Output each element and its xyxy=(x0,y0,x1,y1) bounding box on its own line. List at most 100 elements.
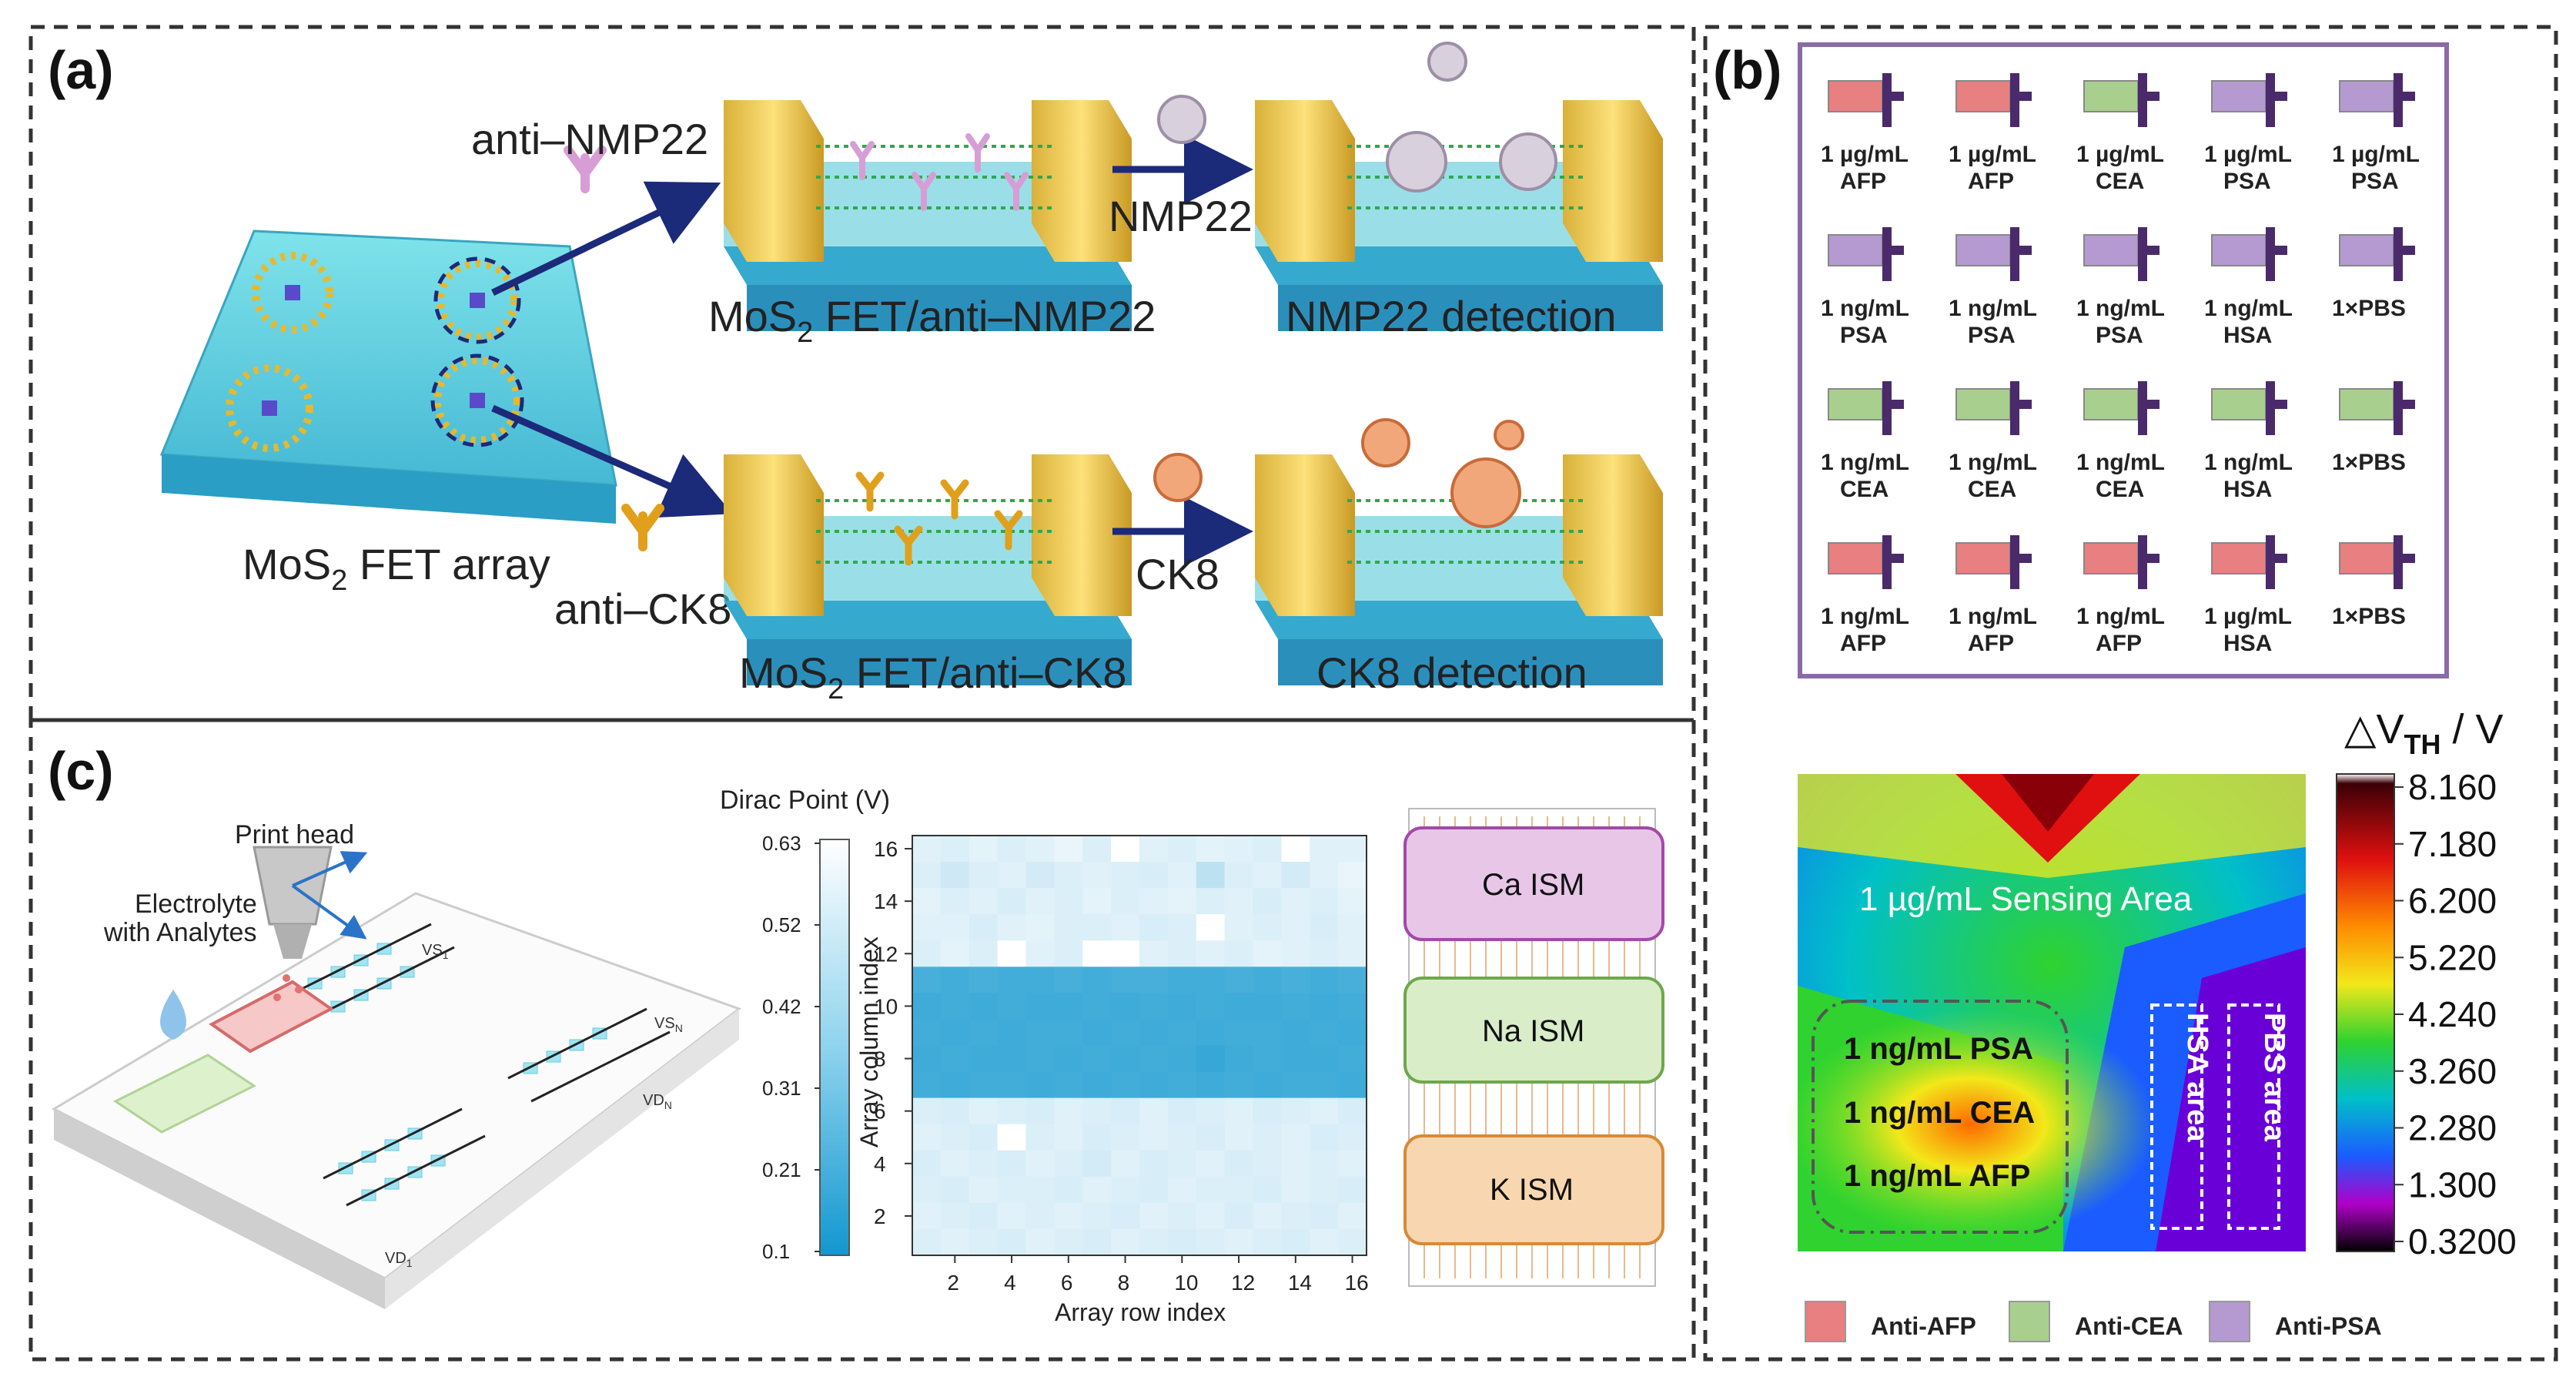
dirac-heatmap-cell xyxy=(1054,940,1083,967)
dirac-heatmap-cell xyxy=(1224,914,1253,941)
colorbar-tick-label: 0.3200 xyxy=(2408,1221,2517,1261)
dirac-heatmap-cell xyxy=(1310,1071,1339,1099)
sensor-cell-concentration: 1×PBS xyxy=(2332,296,2406,321)
dirac-heatmap-cell xyxy=(1310,914,1339,941)
dirac-heatmap-cell xyxy=(969,1202,999,1230)
sensor-cell-target: HSA xyxy=(2223,631,2272,656)
sensor-cell-target: CEA xyxy=(1840,477,1889,502)
dirac-heatmap-cell xyxy=(1281,888,1310,915)
electrolyte-droplet-icon xyxy=(160,990,186,1040)
dirac-heatmap-cell xyxy=(912,1202,942,1230)
dirac-heatmap-cell xyxy=(1025,1071,1055,1099)
dirac-heatmap-cell xyxy=(1111,836,1140,863)
dirac-heatmap-cell xyxy=(1054,993,1083,1020)
dirac-heatmap-cell xyxy=(1338,836,1367,863)
sensor-cell-target: CEA xyxy=(1968,477,2016,502)
fet-ck8-label: MoS2 FET/anti–CK8 xyxy=(739,648,1127,705)
sensor-cell-concentration: 1 µg/mL xyxy=(2204,142,2292,167)
sensor-cell-concentration: 1 ng/mL xyxy=(2204,296,2293,321)
dirac-heatmap-cell xyxy=(1196,967,1226,993)
dirac-heatmap-cell xyxy=(997,940,1026,967)
dirac-heatmap-cell xyxy=(1167,1228,1197,1256)
dirac-heatmap-cell xyxy=(969,1124,999,1151)
anti-nmp22-label: anti–NMP22 xyxy=(471,115,708,163)
sensor-cell-target: AFP xyxy=(1840,631,1886,656)
dirac-heatmap-cell xyxy=(1054,1071,1083,1099)
colorbar-tick-label: 8.160 xyxy=(2408,767,2497,807)
antibody-legend: Anti-AFP Anti-CEA Anti-PSA xyxy=(1805,1301,2382,1342)
dirac-heatmap-cell xyxy=(1167,1097,1197,1125)
dirac-heatmap-cell xyxy=(1224,1228,1253,1256)
colorbar-tick-label: 1.300 xyxy=(2408,1164,2497,1204)
dirac-heatmap-cell xyxy=(1196,836,1226,863)
dirac-heatmap-cell xyxy=(969,1071,999,1099)
dirac-heatmap-cell xyxy=(997,1071,1026,1099)
dirac-heatmap-cell xyxy=(1338,940,1367,967)
dirac-y-tick-label: 6 xyxy=(874,1100,886,1124)
dirac-heatmap-cell xyxy=(1167,888,1197,915)
sensor-cell: 1×PBS xyxy=(2332,227,2415,321)
dirac-heatmap-cell xyxy=(1111,888,1140,915)
dirac-x-tick-label: 16 xyxy=(1345,1271,1369,1295)
k-ism-label: K ISM xyxy=(1490,1173,1574,1207)
dirac-heatmap-cell xyxy=(1167,1019,1197,1046)
dirac-heatmap-cell xyxy=(1167,1045,1197,1073)
sensor-cell-target: CEA xyxy=(2096,477,2144,502)
na-ism-block xyxy=(1403,977,1664,1084)
dirac-heatmap-cell xyxy=(940,1071,970,1099)
dirac-heatmap-cell xyxy=(1224,993,1253,1020)
dirac-heatmap-cell xyxy=(1224,1150,1253,1178)
dirac-title: Dirac Point (V) xyxy=(720,786,890,815)
na-ism-label: Na ISM xyxy=(1482,1014,1584,1048)
printed-fet-board xyxy=(51,846,742,1309)
legend-label: Anti-PSA xyxy=(2275,1312,2382,1340)
dirac-y-tick-label: 8 xyxy=(874,1047,886,1071)
dirac-heatmap-cell xyxy=(1310,1228,1339,1256)
dirac-heatmap-cell xyxy=(1310,993,1339,1020)
dirac-heatmap-cell xyxy=(997,1202,1026,1230)
dirac-heatmap-cell xyxy=(1224,1045,1253,1073)
dirac-heatmap-cell xyxy=(1082,1097,1112,1125)
dirac-heatmap-cell xyxy=(1224,888,1253,915)
sensor-cell-target: PSA xyxy=(2351,169,2399,194)
nmp22-label: NMP22 xyxy=(1109,192,1253,240)
print-head-label: Print head xyxy=(235,820,354,849)
dirac-heatmap-cell xyxy=(1196,1124,1226,1151)
dirac-heatmap-cell xyxy=(1196,940,1226,967)
dirac-heatmap-cell xyxy=(1224,1071,1253,1099)
dirac-y-tick-label: 2 xyxy=(874,1204,886,1228)
dirac-heatmap-cell xyxy=(1082,1150,1112,1178)
dirac-heatmap-cell xyxy=(1082,1019,1112,1046)
dirac-heatmap-cell xyxy=(1025,1019,1055,1046)
dirac-heatmap-cell xyxy=(997,888,1026,915)
dirac-heatmap-cell xyxy=(1310,888,1339,915)
dirac-heatmap-cell xyxy=(1253,1124,1282,1151)
dirac-heatmap-cell xyxy=(912,1019,942,1046)
sensor-cell-target: PSA xyxy=(1968,323,2016,348)
dirac-heatmap-cell xyxy=(1082,967,1112,993)
panel-c: (c) xyxy=(48,741,1664,1326)
dirac-heatmap-cell xyxy=(1139,888,1169,915)
dirac-heatmap-cell xyxy=(1025,967,1055,993)
dirac-heatmap-cell xyxy=(1338,1228,1367,1256)
dirac-heatmap-cell xyxy=(1281,993,1310,1020)
dirac-heatmap-cell xyxy=(1338,1124,1367,1151)
sensor-cell-target: HSA xyxy=(2223,477,2272,502)
dirac-heatmap-cell xyxy=(1025,836,1055,863)
dirac-colorbar-tick-label: 0.1 xyxy=(762,1240,790,1263)
dirac-heatmap-cell xyxy=(1139,1045,1169,1073)
dirac-heatmap-cell xyxy=(1082,1228,1112,1256)
dirac-heatmap-cell xyxy=(969,993,999,1020)
fet-device-ck8-detection xyxy=(1255,418,1663,685)
dirac-heatmap-cell xyxy=(1253,1176,1282,1204)
dirac-heatmap-cell xyxy=(1111,914,1140,941)
dirac-heatmap-cell xyxy=(1082,914,1112,941)
dirac-heatmap-cell xyxy=(1253,1019,1282,1046)
